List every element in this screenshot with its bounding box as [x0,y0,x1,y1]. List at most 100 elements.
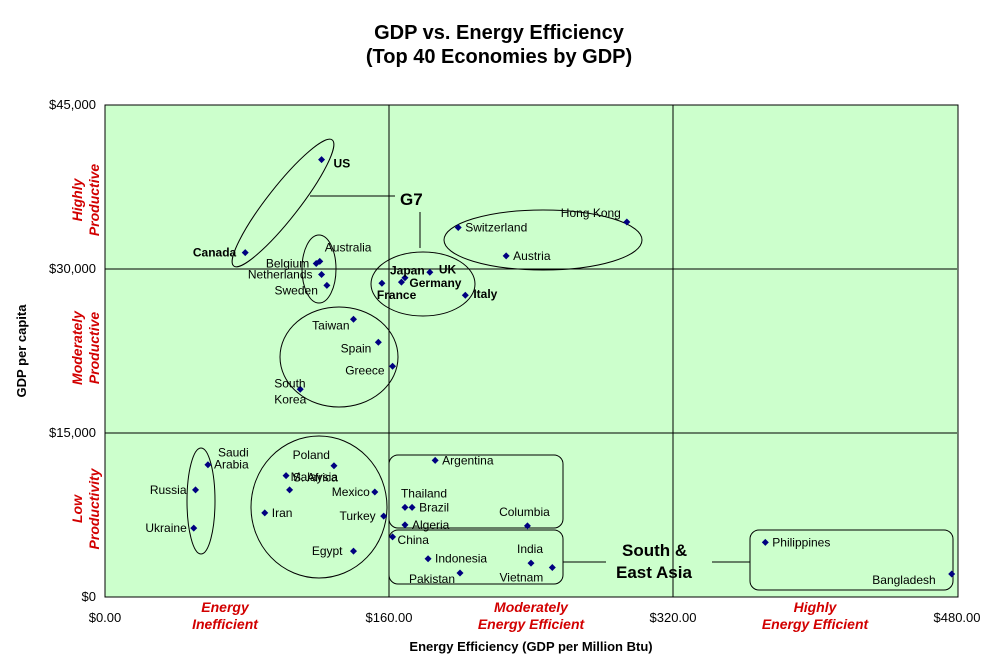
y-band-label: ModeratelyProductive [69,310,102,385]
y-band-labels: LowProductivity ModeratelyProductive Highl… [69,164,102,550]
point-marker [548,563,556,571]
point-marker [350,547,357,555]
point-marker [261,509,269,517]
chart-title: GDP vs. Energy Efficiency [374,22,624,44]
point-label: US [334,157,351,171]
point-label: Pakistan [409,572,455,586]
point-label: Bangladesh [872,573,935,587]
point-label: Algeria [412,518,450,532]
x-tick-label: $480.00 [934,610,981,625]
point-marker [312,260,320,268]
point-label: Argentina [442,453,494,467]
point-marker [401,274,409,282]
poland-egypt-outline [250,435,388,579]
y-band-label: HighlyProductive [69,164,102,237]
point-label: Philippines [772,535,830,549]
point-marker [378,279,386,287]
point-label: Mexico [332,485,370,499]
group-label-south-east-asia: South & East Asia [616,541,692,582]
point-label: UK [439,262,457,276]
benelux-australia-outline [301,234,337,304]
point-marker [401,521,409,529]
y-tick-label: $30,000 [49,261,96,276]
point-label: South Korea [274,376,306,406]
point-label: Hong Kong [561,206,621,220]
point-label: China [398,533,430,547]
point-marker [318,156,326,164]
point-label: Poland [293,448,330,462]
point-marker [350,315,357,323]
point-marker [286,486,294,494]
point-marker [204,461,212,469]
philippines-bangladesh-outline [749,529,954,591]
point-marker [371,488,379,496]
point-marker [623,218,631,226]
point-label: Malaysia [291,470,339,484]
group-label-g7: G7 [400,190,423,209]
point-marker [389,533,397,541]
point-marker [408,503,416,511]
plot-area [104,104,959,598]
us-canada-outline [231,138,335,268]
x-tick-label: $0.00 [89,610,122,625]
point-marker [190,524,198,532]
point-label: Thailand [401,486,447,500]
point-label: Russia [150,483,187,497]
point-label: Netherlands [248,267,313,281]
point-marker [241,249,249,257]
latin-america-outline [388,454,564,529]
point-marker [374,338,382,346]
point-label: Egypt [312,544,343,558]
point-marker [502,252,510,260]
x-band-label: Highly Energy Efficient [762,599,870,632]
point-marker [282,472,290,480]
point-label: Greece [345,363,385,377]
point-label: Sweden [275,283,318,297]
point-marker [426,268,434,276]
switzerland-hongkong-outline [443,209,643,271]
point-marker [401,503,409,511]
point-label: Vietnam [499,570,543,584]
point-label: Spain [341,341,372,355]
point-marker [192,486,200,494]
point-label: Austria [513,249,551,263]
point-label: Columbia [499,505,550,519]
g7-europe-japan-outline [370,251,476,317]
point-label: S. Africa [293,471,338,485]
x-axis-title: Energy Efficiency (GDP per Million Btu) [409,639,652,654]
point-marker [761,538,769,546]
point-marker [330,462,338,470]
point-label: Switzerland [465,220,527,234]
point-marker [454,223,462,231]
point-label: India [517,542,543,556]
point-label: Turkey [339,509,375,523]
point-label: Belgium [266,257,309,271]
y-tick-label: $45,000 [49,97,96,112]
saudi-russia-ukraine-outline [186,447,216,555]
point-label: Italy [473,287,497,301]
group-outlines [186,138,954,591]
point-marker [389,362,397,370]
point-marker [527,559,535,567]
x-band-label: Energy Inefficient [192,599,259,632]
point-label: Germany [409,276,461,290]
x-tick-label: $160.00 [366,610,413,625]
point-label: Canada [193,246,237,260]
point-marker [523,522,531,530]
point-label: Saudi Arabia [214,446,249,472]
point-label: Japan [390,264,425,278]
point-marker [948,570,956,578]
point-label: Ukraine [145,521,187,535]
y-tick-label: $0 [82,589,96,604]
point-marker [323,281,331,289]
point-marker [296,385,304,393]
point-label: Australia [325,240,372,254]
x-band-label: Moderately Energy Efficient [478,599,586,632]
point-marker [397,278,405,286]
x-tick-label: $320.00 [650,610,697,625]
point-label: France [377,288,417,302]
point-label: Brazil [419,500,449,514]
point-marker [456,569,464,577]
